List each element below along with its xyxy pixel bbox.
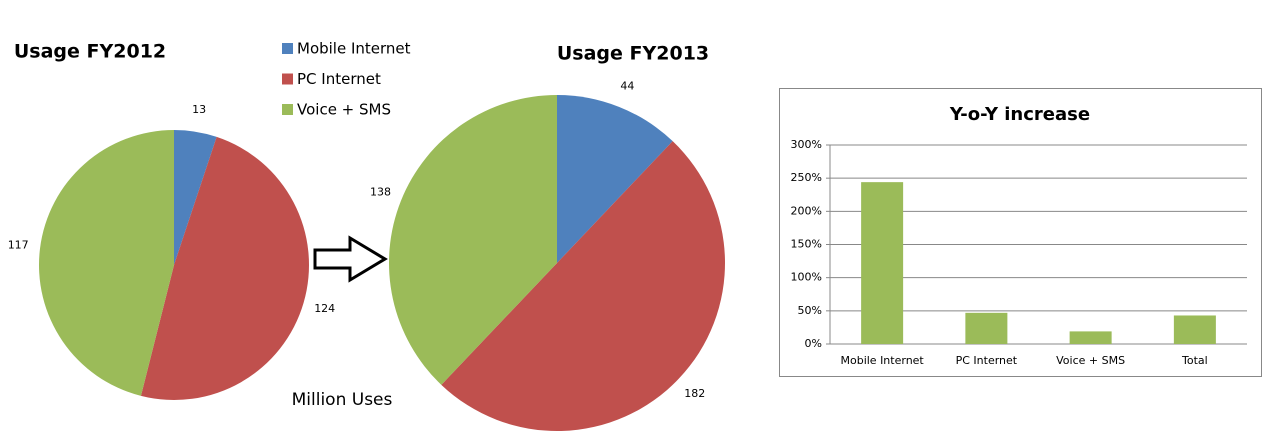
y-tick-label: 100% xyxy=(791,271,822,284)
x-tick-label: PC Internet xyxy=(956,354,1018,367)
pie-slice xyxy=(557,95,673,263)
y-tick-label: 200% xyxy=(791,204,822,217)
legend-label: Mobile Internet xyxy=(297,40,411,58)
chart-title: Y-o-Y increase xyxy=(949,104,1090,125)
x-tick-label: Total xyxy=(1181,354,1208,367)
bar xyxy=(1173,315,1216,344)
bar xyxy=(965,312,1008,344)
data-label: 117 xyxy=(8,239,29,252)
legend-swatch xyxy=(282,104,293,115)
arrow xyxy=(313,235,388,283)
pie-slice xyxy=(38,129,174,396)
pie-slice xyxy=(389,95,557,385)
chart-title: Usage FY2012 xyxy=(14,41,166,63)
x-tick-label: Mobile Internet xyxy=(840,354,924,367)
y-tick-label: 150% xyxy=(791,238,822,251)
pie-slice xyxy=(140,136,310,401)
x-tick-label: Voice + SMS xyxy=(1056,354,1125,367)
pie-slice xyxy=(441,141,726,431)
y-tick-label: 0% xyxy=(805,337,822,350)
y-tick-label: 250% xyxy=(791,171,822,184)
y-tick-label: 300% xyxy=(791,138,822,151)
data-label: 124 xyxy=(314,302,335,315)
data-label: 44 xyxy=(620,80,634,93)
legend-label: PC Internet xyxy=(297,70,381,88)
pie-slice xyxy=(174,130,217,265)
data-label: 13 xyxy=(192,103,206,116)
legend-label: Voice + SMS xyxy=(297,101,391,119)
bar xyxy=(1069,331,1112,344)
annotation: Million Uses xyxy=(292,390,393,410)
legend-swatch xyxy=(282,73,293,85)
data-label: 138 xyxy=(370,186,391,199)
data-label: 182 xyxy=(684,387,705,400)
chart-title: Usage FY2013 xyxy=(557,43,709,65)
y-tick-label: 50% xyxy=(798,304,822,317)
bar xyxy=(861,182,904,344)
legend-swatch xyxy=(282,43,293,54)
